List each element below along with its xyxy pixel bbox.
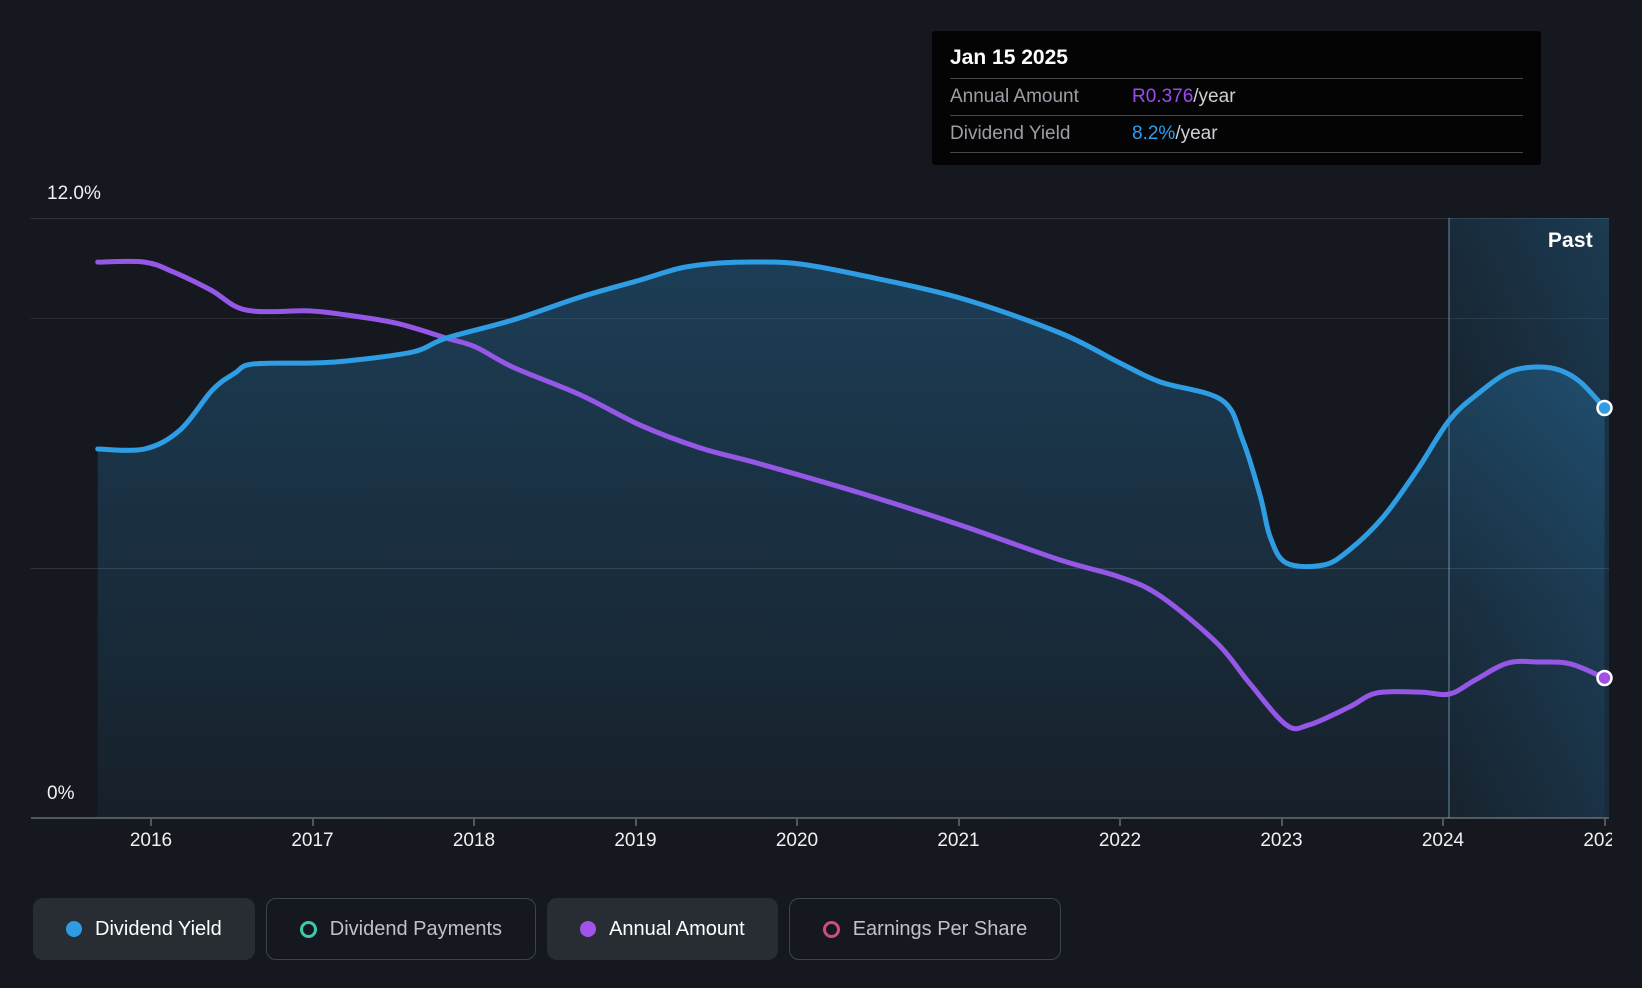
- tooltip-suffix: /year: [1175, 123, 1218, 144]
- x-axis-label: 2022: [1098, 830, 1142, 851]
- x-axis-label: 2018: [452, 830, 496, 851]
- legend-button-dividend-payments[interactable]: Dividend Payments: [265, 898, 537, 960]
- annual-amount-marker-icon: [580, 921, 597, 937]
- tooltip-value: 8.2%: [1132, 123, 1176, 144]
- chart-legend: Dividend Yield Dividend Payments Annual Am…: [33, 898, 1062, 960]
- tooltip-label: Annual Amount: [950, 86, 1079, 107]
- x-axis-labels: 2016 2017 2018 2019 2020 2021 2022 2023 2024 2025: [0, 830, 1612, 858]
- tooltip-row-dividend-yield: Dividend Yield 8.2% /year: [950, 116, 1523, 153]
- x-axis-tick: [1119, 819, 1121, 826]
- annual-amount-line: [95, 258, 1607, 732]
- legend-label: Earnings Per Share: [852, 917, 1028, 940]
- dividend-yield-endpoint-marker: [1596, 399, 1613, 417]
- annual-amount-endpoint-marker: [1596, 669, 1613, 687]
- dividend-payments-marker-icon: [299, 920, 317, 938]
- x-axis-label: 2023: [1260, 830, 1303, 851]
- x-axis-label: 2020: [775, 830, 819, 851]
- legend-label: Annual Amount: [609, 917, 745, 940]
- y-axis-label-bottom: 0%: [47, 783, 75, 804]
- tooltip-value: R0.376: [1132, 86, 1194, 107]
- x-axis-label: 2025: [1583, 830, 1612, 851]
- x-axis-tick: [1603, 819, 1606, 826]
- x-axis-tick: [311, 819, 314, 826]
- dividend-yield-line: [95, 259, 1607, 570]
- x-axis-label: 2021: [937, 830, 980, 851]
- x-axis-label: 2017: [291, 830, 334, 851]
- x-axis-tick: [1442, 819, 1444, 826]
- x-axis-tick: [150, 819, 152, 826]
- chart-tooltip: Jan 15 2025 Annual Amount R0.376 /year D…: [932, 31, 1541, 165]
- tooltip-date: Jan 15 2025: [950, 43, 1523, 79]
- y-axis-label-top: 12.0%: [47, 183, 101, 204]
- x-axis-tick: [796, 819, 798, 826]
- tooltip-row-annual-amount: Annual Amount R0.376 /year: [950, 79, 1523, 116]
- dividend-yield-marker-icon: [66, 921, 82, 937]
- earnings-per-share-marker-icon: [822, 920, 840, 938]
- x-axis-tick: [1280, 819, 1283, 826]
- x-axis-label: 2024: [1421, 830, 1465, 851]
- dividend-yield-area-fill: [97, 261, 1605, 818]
- gridline: [31, 218, 1609, 219]
- x-axis-label: 2019: [614, 830, 657, 851]
- legend-button-annual-amount[interactable]: Annual Amount: [547, 898, 778, 960]
- legend-label: Dividend Yield: [95, 917, 222, 940]
- tooltip-label: Dividend Yield: [950, 123, 1071, 144]
- x-axis-label: 2016: [129, 830, 173, 851]
- x-axis-tick: [957, 819, 960, 826]
- legend-button-dividend-yield[interactable]: Dividend Yield: [33, 898, 255, 960]
- legend-label: Dividend Payments: [329, 917, 503, 940]
- legend-button-earnings-per-share[interactable]: Earnings Per Share: [788, 898, 1062, 960]
- x-axis-tick: [473, 819, 475, 826]
- tooltip-suffix: /year: [1193, 86, 1236, 107]
- x-axis-tick: [634, 819, 637, 826]
- past-label: Past: [1547, 229, 1593, 252]
